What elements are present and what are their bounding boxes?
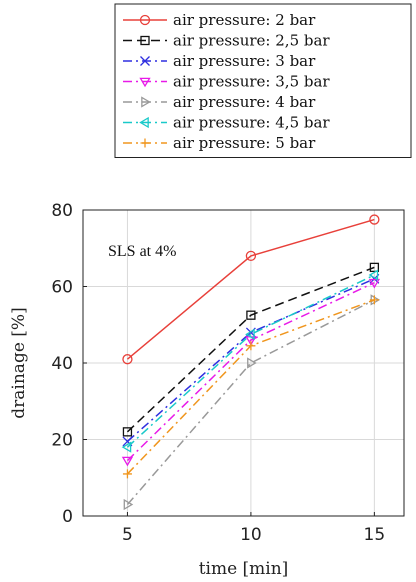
data-point-marker [141,96,151,108]
series-line [126,299,375,506]
data-point-marker [368,278,381,289]
x-tick-label: 10 [240,525,262,545]
data-point-marker [247,357,257,369]
data-point-marker [140,138,150,148]
y-axis-ticks: 0 20 40 60 80 [51,201,87,527]
series-4 [121,278,381,467]
y-tick-label: 0 [62,507,73,527]
legend: air pressure: 2 bar air pressure: 2,5 bar… [123,11,330,152]
x-axis-ticks: 5 10 15 [122,512,385,545]
series-line [126,281,375,462]
series-5 [123,294,381,511]
legend-label: air pressure: 2 bar [173,11,316,29]
data-point-marker [139,14,151,26]
plot-area: SLS at 4% [82,209,405,517]
legend-entry: air pressure: 4 bar [123,93,316,111]
annotation-text: SLS at 4% [108,243,176,260]
legend-entry: air pressure: 4,5 bar [123,114,330,132]
x-axis-label: time [min] [199,559,289,579]
legend-entry: air pressure: 3 bar [123,52,316,70]
y-tick-label: 60 [51,278,73,298]
data-point-marker [122,427,133,437]
data-point-marker [140,56,150,66]
y-axis-label: drainage [%] [9,307,29,418]
legend-label: air pressure: 2,5 bar [173,32,330,50]
legend-label: air pressure: 3,5 bar [173,73,330,91]
legend-entry: air pressure: 3,5 bar [123,73,330,91]
data-point-marker [369,262,380,273]
data-point-marker [122,354,133,365]
y-tick-label: 80 [51,201,73,221]
legend-label: air pressure: 5 bar [173,134,316,152]
legend-entry: air pressure: 2,5 bar [123,32,330,50]
data-point-marker [139,116,149,129]
data-point-marker [121,456,134,467]
y-tick-label: 40 [51,354,73,374]
series-6 [121,269,379,453]
legend-entry: air pressure: 5 bar [123,134,316,152]
series-line [126,278,375,442]
data-point-marker [123,498,134,511]
legend-label: air pressure: 4 bar [173,93,316,111]
series-7 [122,295,379,479]
y-tick-label: 20 [51,431,73,451]
legend-label: air pressure: 3 bar [173,52,316,70]
data-point-marker [140,35,150,46]
data-point-marker [369,295,379,305]
x-tick-label: 15 [364,525,386,545]
data-point-marker [368,269,379,281]
data-point-marker [246,310,256,320]
data-point-marker [369,214,380,225]
legend-label: air pressure: 4,5 bar [173,114,330,132]
data-point-marker [121,441,132,453]
data-point-marker [139,77,151,88]
series-line [126,218,375,360]
data-point-marker [245,328,255,340]
series-1 [122,214,380,365]
series-layer [121,214,381,511]
x-tick-label: 5 [122,525,133,545]
data-point-marker [246,341,256,351]
series-2 [122,262,380,437]
series-line [126,266,375,433]
data-point-marker [122,469,132,479]
legend-entry: air pressure: 2 bar [123,11,316,29]
data-point-marker [245,250,257,262]
